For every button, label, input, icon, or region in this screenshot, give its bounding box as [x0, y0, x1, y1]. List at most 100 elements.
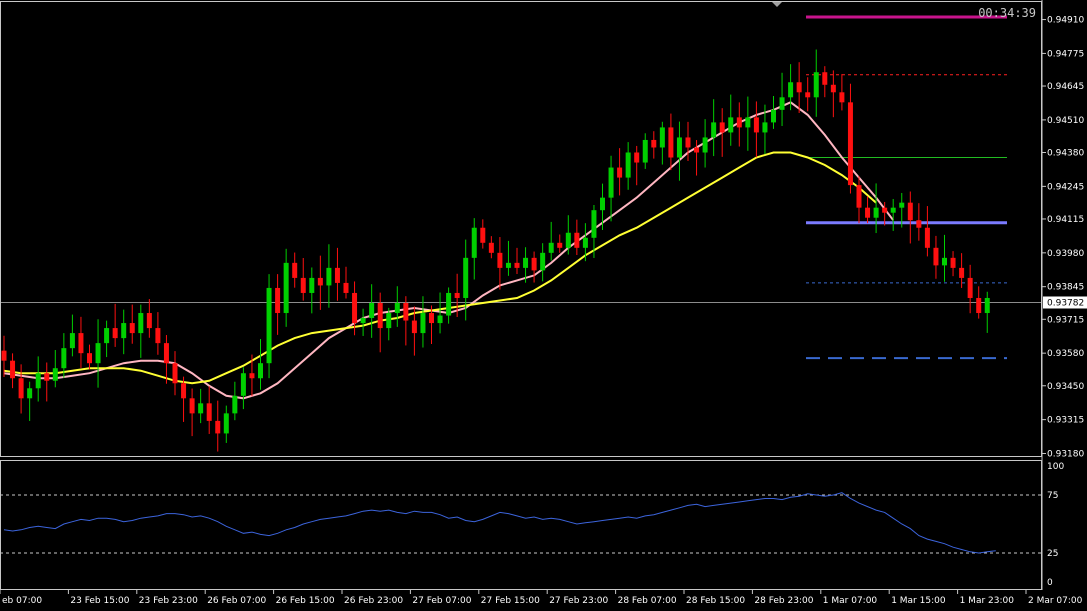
candle-body — [753, 117, 759, 133]
candle-body — [258, 363, 263, 379]
time-tick-label: 23 Feb 15:00 — [70, 596, 129, 606]
candle-body — [35, 373, 41, 389]
candle-body — [27, 388, 33, 399]
candle-body — [172, 363, 178, 384]
candle-body — [505, 262, 511, 268]
candle-body — [642, 139, 648, 163]
candle-body — [121, 323, 127, 339]
candle-body — [856, 185, 862, 208]
time-tick-label: 23 Feb 23:00 — [139, 596, 198, 606]
candle-body — [411, 320, 417, 334]
candle-body — [206, 403, 212, 421]
candle-body — [865, 207, 871, 218]
candle-body — [907, 202, 913, 221]
candle-body — [976, 297, 982, 314]
price-tick-label: 0.93180 — [1047, 449, 1084, 459]
candle-body — [61, 348, 67, 369]
candle-body — [360, 318, 366, 324]
candle-body — [659, 127, 665, 148]
price-tick-label: 0.94510 — [1047, 116, 1084, 126]
time-tick-label: 1 Mar 15:00 — [891, 596, 946, 606]
oscillator-tick-label: 75 — [1047, 491, 1058, 501]
candle-body — [736, 117, 742, 128]
candle-body — [813, 72, 819, 98]
candle-body — [223, 413, 229, 434]
candle-body — [215, 420, 221, 434]
candle-body — [429, 313, 434, 324]
candle-body — [146, 313, 152, 329]
candle-body — [728, 117, 734, 133]
candle-body — [899, 202, 905, 208]
candle-body — [104, 328, 110, 344]
candle-body — [873, 207, 879, 218]
candle-body — [676, 137, 682, 158]
candle-body — [138, 313, 144, 334]
candle-body — [830, 84, 836, 93]
candle-body — [771, 109, 776, 123]
price-tick-label: 0.93845 — [1047, 283, 1084, 293]
candle-body — [651, 139, 657, 148]
oscillator-tick-label: 0 — [1047, 578, 1053, 588]
candle-body — [497, 252, 503, 268]
oscillator-tick-label: 100 — [1047, 462, 1064, 472]
candle-body — [685, 137, 691, 148]
price-tick-label: 0.94645 — [1047, 82, 1084, 92]
time-tick-label: 26 Feb 23:00 — [344, 596, 403, 606]
candle-body — [796, 82, 802, 93]
candle-body — [317, 277, 323, 286]
candle-body — [155, 328, 161, 344]
candle-body — [18, 378, 24, 399]
candle-body — [343, 282, 349, 293]
candle-body — [181, 383, 187, 399]
candle-body — [916, 220, 922, 228]
candle-body — [189, 398, 195, 414]
candle-body — [762, 122, 768, 133]
candle-body — [275, 287, 281, 314]
candle-body — [334, 267, 340, 283]
current-price-box — [1043, 296, 1087, 309]
candle-body — [240, 373, 246, 396]
candle-body — [95, 343, 101, 364]
candle-body — [78, 333, 84, 354]
candle-body — [420, 313, 426, 334]
candle-body — [702, 137, 708, 153]
candle-body — [608, 167, 614, 198]
candle-body — [437, 315, 443, 324]
candle-body — [924, 227, 930, 248]
price-tick-label: 0.94775 — [1047, 49, 1084, 59]
candle-body — [129, 323, 135, 334]
candle-body — [10, 360, 16, 379]
time-tick-label: 26 Feb 07:00 — [207, 596, 266, 606]
candle-body — [779, 97, 785, 110]
price-tick-label: 0.94115 — [1047, 215, 1084, 225]
candle-body — [326, 267, 332, 286]
price-tick-label: 0.94245 — [1047, 182, 1084, 192]
candle-body — [668, 127, 674, 158]
current-price-label: 0.93782 — [1047, 298, 1084, 308]
time-tick-label: 26 Feb 15:00 — [276, 596, 335, 606]
candle-body — [634, 152, 640, 163]
candle-body — [1, 350, 7, 361]
oscillator-tick-label: 25 — [1047, 549, 1058, 559]
price-tick-label: 0.93715 — [1047, 315, 1084, 325]
candle-body — [249, 373, 255, 379]
time-tick-label: 28 Feb 23:00 — [754, 596, 813, 606]
time-tick-label: 2 Mar 07:00 — [1028, 596, 1083, 606]
candle-body — [309, 277, 315, 293]
price-tick-label: 0.94910 — [1047, 16, 1084, 26]
candle-body — [300, 277, 306, 293]
candle-body — [266, 287, 272, 364]
candle-timer: 00:34:39 — [978, 6, 1036, 20]
candle-body — [386, 313, 392, 329]
time-tick-label: 28 Feb 07:00 — [618, 596, 677, 606]
time-tick-label: 27 Feb 23:00 — [549, 596, 608, 606]
candle-body — [463, 257, 469, 298]
candle-body — [377, 302, 383, 329]
candle-body — [582, 237, 588, 248]
candle-body — [198, 403, 204, 414]
candle-body — [232, 395, 238, 414]
chart-shift-marker[interactable] — [772, 2, 782, 7]
candle-body — [488, 242, 494, 253]
candle-body — [292, 262, 298, 278]
